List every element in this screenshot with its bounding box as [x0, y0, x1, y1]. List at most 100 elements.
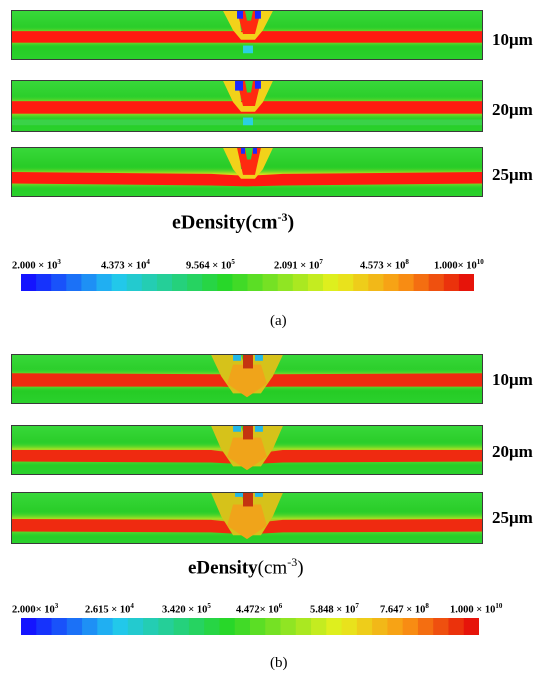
colorbar-swatch: [111, 274, 128, 291]
density-map-b-10um: [11, 354, 483, 404]
colorbar-swatch: [398, 274, 415, 291]
colorbar-swatch: [217, 274, 233, 291]
colorbar-title-a-close: ): [287, 211, 295, 234]
figure-label-b: (b): [270, 655, 288, 671]
colorbar-swatch: [323, 274, 339, 291]
colorbar-swatch: [338, 274, 354, 291]
thickness-label-a-20um: 20μm: [492, 100, 533, 119]
colorbar-swatch: [458, 274, 474, 291]
colorbar-swatch: [96, 274, 113, 291]
colorbar-ticks-b: 2.000× 103 2.615 × 104 3.420 × 105 4.472…: [0, 602, 550, 618]
colorbar-swatch: [82, 618, 98, 635]
colorbar-swatch: [307, 274, 324, 291]
colorbar-swatch: [36, 274, 52, 291]
colorbar-swatch: [66, 618, 83, 635]
colorbar-tick-a-0: 2.000 × 103: [12, 258, 61, 272]
colorbar-swatch: [247, 274, 264, 291]
colorbar-tick-b-2: 3.420 × 105: [162, 602, 211, 616]
colorbar-swatch: [372, 618, 388, 635]
colorbar-swatch: [428, 274, 445, 291]
density-map-b-25um: [11, 492, 483, 544]
colorbar-swatch: [292, 274, 309, 291]
colorbar-tick-b-6: 1.000 × 1010: [450, 602, 503, 616]
colorbar-swatch: [341, 618, 358, 635]
colorbar-swatch: [234, 618, 251, 635]
colorbar-swatch: [311, 618, 327, 635]
colorbar-tick-b-3: 4.472× 106: [236, 602, 283, 616]
colorbar-title-a-unit: (cm: [245, 211, 278, 234]
colorbar-tick-b-4: 5.848 × 107: [310, 602, 359, 616]
colorbar-swatch: [172, 274, 188, 291]
colorbar-tick-b-1: 2.615 × 104: [85, 602, 134, 616]
colorbar-a: [21, 274, 474, 291]
colorbar-tick-a-5: 1.000× 1010: [434, 258, 484, 272]
colorbar-swatch: [413, 274, 430, 291]
colorbar-tick-a-3: 2.091 × 107: [274, 258, 323, 272]
colorbar-title-b-unit: (cm: [257, 557, 288, 579]
colorbar-swatch: [219, 618, 236, 635]
colorbar-tick-a-2: 9.564 × 105: [186, 258, 235, 272]
colorbar-swatch: [387, 618, 404, 635]
colorbar-title-b-exp: -3: [287, 555, 298, 569]
colorbar-tick-a-4: 4.573 × 108: [360, 258, 409, 272]
colorbar-swatch: [21, 618, 37, 635]
colorbar-swatch: [156, 274, 173, 291]
colorbar-swatch: [141, 274, 158, 291]
colorbar-swatch: [417, 618, 434, 635]
thickness-label-a-25um: 25μm: [492, 165, 533, 184]
colorbar-tick-a-1: 4.373 × 104: [101, 258, 150, 272]
colorbar-swatch: [250, 618, 266, 635]
colorbar-swatch: [280, 618, 297, 635]
colorbar-swatch: [187, 274, 203, 291]
colorbar-swatch: [173, 618, 190, 635]
colorbar-swatch: [51, 618, 68, 635]
density-map-a-10um: [11, 10, 483, 60]
colorbar-swatch: [402, 618, 419, 635]
colorbar-ticks-a: 2.000 × 103 4.373 × 104 9.564 × 105 2.09…: [0, 258, 550, 274]
colorbar-title-a-exp: -3: [277, 210, 288, 224]
colorbar-swatch: [97, 618, 114, 635]
colorbar-swatch: [265, 618, 282, 635]
colorbar-swatch: [463, 618, 479, 635]
colorbar-swatch: [127, 618, 144, 635]
colorbar-title-b-main: eDensity: [188, 557, 258, 579]
colorbar-swatch: [36, 618, 53, 635]
colorbar-swatch: [277, 274, 294, 291]
colorbar-swatch: [188, 618, 205, 635]
colorbar-swatch: [21, 274, 37, 291]
colorbar-title-a-main: eDensity: [172, 211, 246, 234]
density-map-a-25um: [11, 147, 483, 197]
colorbar-swatch: [158, 618, 175, 635]
density-map-a-20um: [11, 80, 483, 132]
colorbar-swatch: [383, 274, 400, 291]
colorbar-tick-b-0: 2.000× 103: [12, 602, 59, 616]
colorbar-swatch: [232, 274, 249, 291]
colorbar-swatch: [326, 618, 343, 635]
thickness-label-b-10um: 10μm: [492, 370, 533, 389]
colorbar-b: [21, 618, 479, 635]
colorbar-swatch: [202, 274, 218, 291]
colorbar-swatch: [143, 618, 159, 635]
figure-label-a: (a): [270, 313, 287, 329]
colorbar-tick-b-5: 7.647 × 108: [380, 602, 429, 616]
colorbar-swatch: [204, 618, 221, 635]
colorbar-swatch: [356, 618, 373, 635]
colorbar-swatch: [433, 618, 450, 635]
colorbar-title-a: eDensity(cm-3): [172, 210, 294, 235]
thickness-label-b-20um: 20μm: [492, 442, 533, 461]
thickness-label-a-10um: 10μm: [492, 30, 533, 49]
colorbar-swatch: [368, 274, 384, 291]
colorbar-swatch: [443, 274, 460, 291]
colorbar-swatch: [353, 274, 369, 291]
density-map-b-20um: [11, 425, 483, 475]
thickness-label-b-25um: 25μm: [492, 508, 533, 527]
colorbar-swatch: [51, 274, 67, 291]
colorbar-swatch: [81, 274, 98, 291]
colorbar-swatch: [262, 274, 279, 291]
colorbar-swatch: [295, 618, 312, 635]
colorbar-swatch: [66, 274, 82, 291]
colorbar-swatch: [126, 274, 143, 291]
colorbar-swatch: [112, 618, 129, 635]
colorbar-title-b: eDensity(cm-3): [188, 555, 304, 579]
colorbar-swatch: [448, 618, 465, 635]
